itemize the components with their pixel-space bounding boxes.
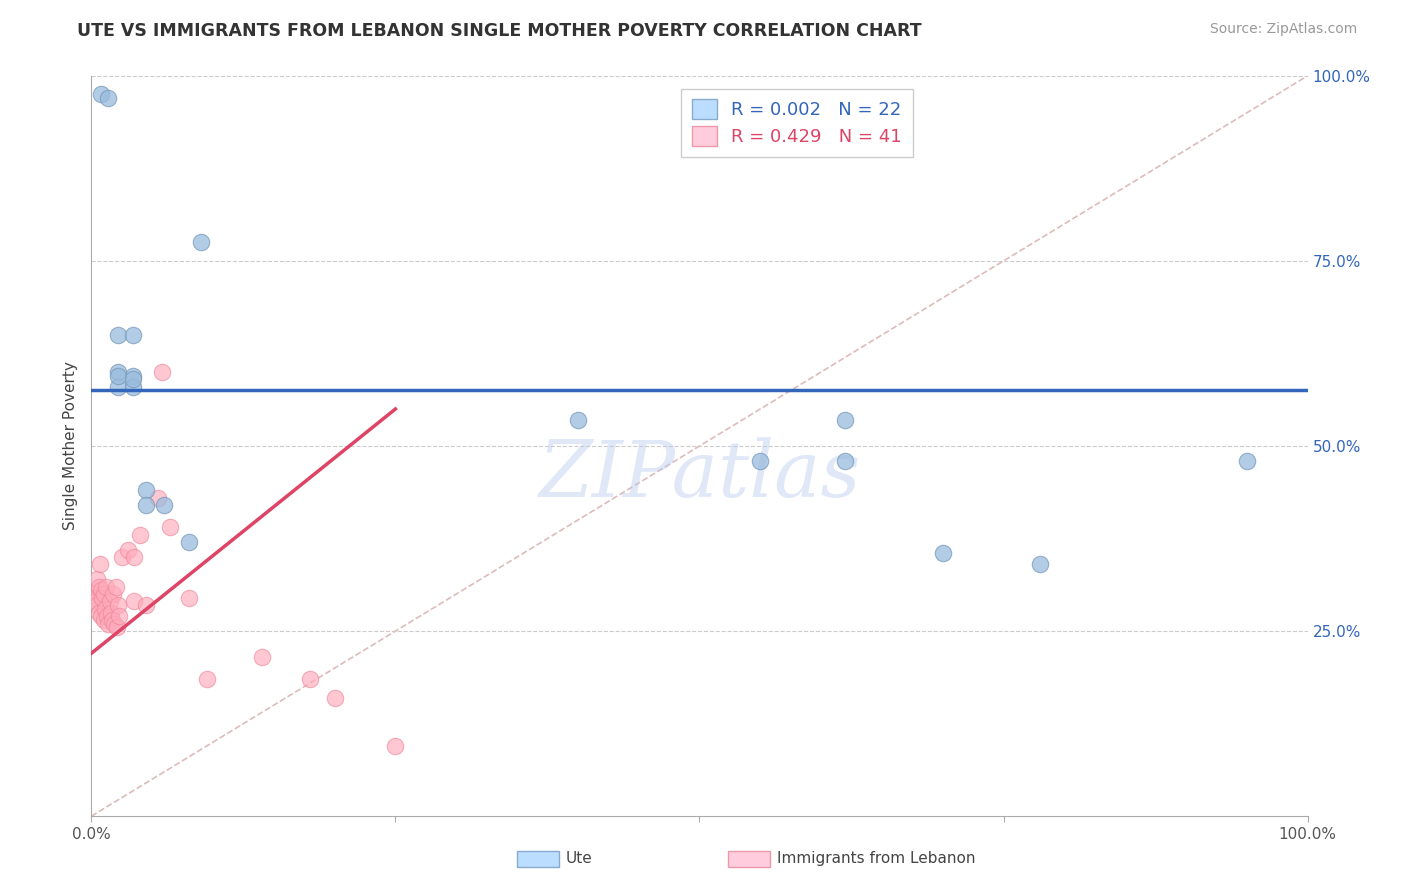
Point (86, 572, 108, 586)
Point (97, 91, 120, 105)
Point (834, 454, 856, 468)
Point (94, 580, 117, 594)
Point (135, 498, 157, 512)
Point (103, 616, 125, 631)
Point (87, 606, 110, 620)
Point (122, 594, 145, 608)
Point (84, 587, 107, 601)
Point (121, 380, 143, 394)
Point (94, 602, 117, 616)
Point (749, 454, 772, 468)
Point (834, 413, 856, 427)
Point (150, 365, 173, 379)
Point (90, 609, 112, 624)
Point (100, 606, 122, 620)
Point (91, 591, 114, 605)
Text: Ute: Ute (565, 852, 593, 866)
Point (129, 528, 152, 542)
Point (135, 483, 157, 498)
Point (104, 580, 127, 594)
Point (108, 609, 131, 624)
Point (107, 327, 129, 342)
Point (93, 613, 115, 627)
Point (103, 587, 125, 601)
Point (107, 380, 129, 394)
Point (1029, 558, 1052, 572)
Point (84, 591, 107, 605)
Point (86, 598, 108, 612)
Point (177, 591, 200, 605)
Point (931, 546, 953, 560)
Point (250, 650, 273, 665)
Point (117, 542, 139, 557)
Point (195, 672, 218, 686)
Point (121, 327, 143, 342)
Point (111, 549, 134, 565)
Point (159, 520, 181, 534)
Point (107, 368, 129, 383)
Point (153, 498, 176, 512)
Point (107, 598, 129, 612)
Point (567, 413, 589, 427)
Point (384, 739, 406, 753)
Point (190, 235, 212, 250)
Point (97, 616, 120, 631)
Point (89, 558, 111, 572)
Point (87, 580, 110, 594)
Point (98, 594, 121, 608)
Point (90, 583, 112, 598)
Text: Immigrants from Lebanon: Immigrants from Lebanon (776, 852, 976, 866)
Point (84, 594, 107, 608)
Y-axis label: Single Mother Poverty: Single Mother Poverty (63, 361, 79, 531)
Point (96, 609, 118, 624)
Point (177, 535, 200, 549)
Point (101, 613, 124, 627)
Point (121, 372, 143, 386)
Legend: R = 0.002   N = 22, R = 0.429   N = 41: R = 0.002 N = 22, R = 0.429 N = 41 (681, 88, 912, 157)
Point (121, 368, 143, 383)
Point (148, 491, 170, 505)
Point (135, 598, 157, 612)
Point (90, 87, 112, 102)
Text: ZIPatlas: ZIPatlas (538, 437, 860, 514)
Point (1236, 454, 1258, 468)
Point (323, 690, 346, 705)
Text: Source: ZipAtlas.com: Source: ZipAtlas.com (1209, 22, 1357, 37)
Point (122, 549, 145, 565)
Point (105, 620, 128, 634)
Point (107, 365, 129, 379)
Text: UTE VS IMMIGRANTS FROM LEBANON SINGLE MOTHER POVERTY CORRELATION CHART: UTE VS IMMIGRANTS FROM LEBANON SINGLE MO… (77, 22, 922, 40)
Point (299, 672, 322, 686)
Point (93, 587, 115, 601)
